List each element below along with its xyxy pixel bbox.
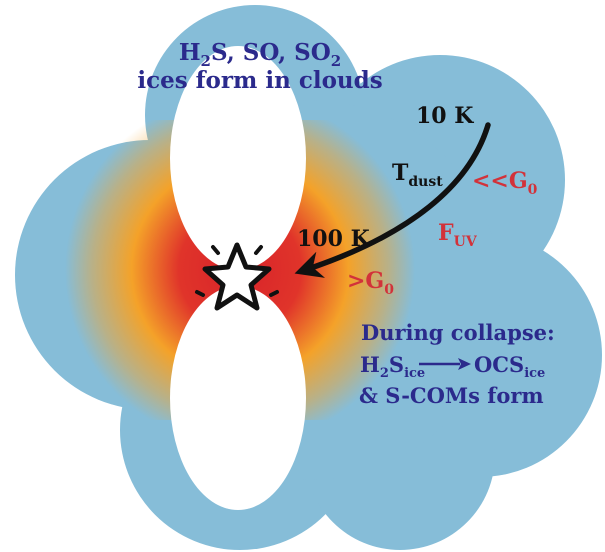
reaction-arrow-icon: [419, 358, 471, 370]
outflow-cavities: [170, 46, 306, 510]
temp-cold-label: 10 K: [416, 103, 474, 129]
top-label-line1: H2S, SO, SO2: [179, 39, 341, 70]
star-icon: [195, 242, 279, 311]
curved-arrow-icon: [294, 122, 491, 278]
reaction-reactant: H2Sice: [360, 352, 425, 381]
tdust-label: Tdust: [392, 160, 443, 190]
reaction-product: OCSice: [474, 352, 545, 381]
g-low-label: <<G0: [472, 168, 538, 198]
temp-warm-label: 100 K: [297, 226, 371, 252]
g-high-label: >G0: [347, 268, 394, 298]
lower-cavity: [170, 286, 306, 510]
fuv-label: FUV: [438, 220, 478, 250]
collapse-title: During collapse:: [361, 320, 555, 345]
upper-cavity: [170, 46, 306, 270]
collapse-line3: & S-COMs form: [359, 383, 544, 408]
top-label-line2: ices form in clouds: [137, 67, 382, 94]
